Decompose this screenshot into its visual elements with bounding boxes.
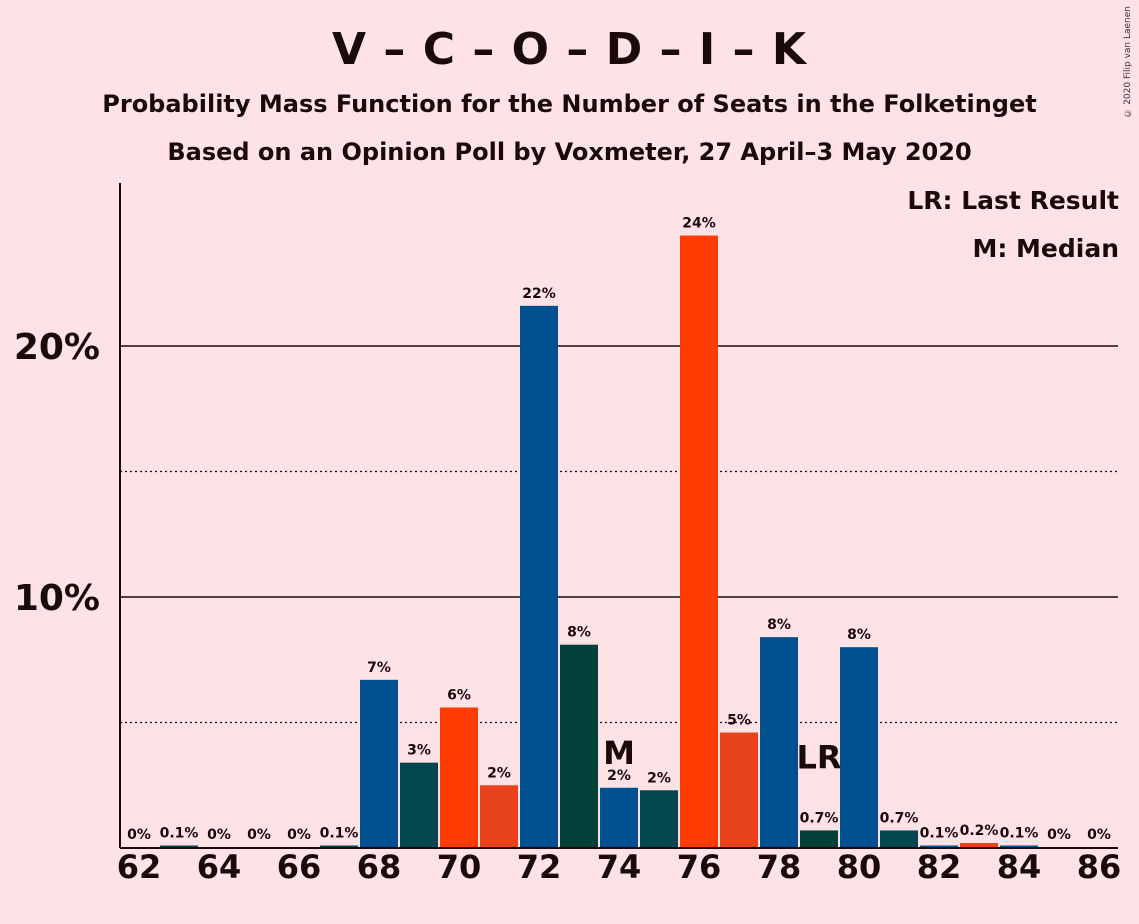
data-label: 2%	[647, 770, 671, 786]
x-tick-label: 86	[1077, 848, 1122, 886]
data-label: 0.1%	[1000, 825, 1039, 841]
data-label: 0.7%	[880, 810, 919, 826]
data-label: 7%	[367, 660, 391, 676]
bar	[400, 762, 438, 848]
x-tick-label: 82	[917, 848, 962, 886]
bar	[640, 790, 678, 848]
bar	[1000, 845, 1038, 848]
data-label: 5%	[727, 713, 751, 729]
data-label: 0.2%	[960, 823, 999, 839]
data-label: 6%	[447, 687, 471, 703]
data-label: 24%	[682, 216, 716, 232]
x-tick-label: 66	[277, 848, 322, 886]
bar	[840, 647, 878, 848]
x-tick-label: 76	[677, 848, 722, 886]
x-tick-label: 68	[357, 848, 402, 886]
x-tick-label: 74	[597, 848, 642, 886]
last-result-marker: LR	[796, 738, 841, 776]
data-label: 0%	[287, 827, 311, 843]
data-label: 0%	[1047, 827, 1071, 843]
data-label: 8%	[567, 625, 591, 641]
bar	[560, 644, 598, 848]
bar	[160, 845, 198, 848]
bar	[760, 637, 798, 848]
x-tick-label: 72	[517, 848, 562, 886]
data-label: 0.7%	[800, 810, 839, 826]
data-label: 0.1%	[920, 825, 959, 841]
x-tick-label: 62	[117, 848, 162, 886]
y-tick-label: 20%	[14, 327, 100, 368]
bar	[960, 842, 998, 848]
data-label: 0.1%	[160, 825, 199, 841]
bar	[600, 787, 638, 848]
data-label: 2%	[487, 765, 511, 781]
x-tick-label: 64	[197, 848, 242, 886]
bar	[440, 707, 478, 848]
x-tick-label: 80	[837, 848, 882, 886]
data-label: 2%	[607, 768, 631, 784]
chart-subtitle: Probability Mass Function for the Number…	[102, 90, 1037, 118]
bar	[520, 305, 558, 849]
data-label: 22%	[522, 286, 556, 302]
chart-subtitle-poll: Based on an Opinion Poll by Voxmeter, 27…	[167, 138, 972, 166]
data-label: 0%	[127, 827, 151, 843]
x-tick-label: 78	[757, 848, 802, 886]
bar	[320, 845, 358, 848]
bar	[360, 679, 398, 848]
data-label: 0.1%	[320, 825, 359, 841]
bar	[800, 830, 838, 848]
bar	[880, 830, 918, 848]
bar	[720, 732, 758, 848]
data-label: 0%	[247, 827, 271, 843]
legend-median: M: Median	[972, 234, 1119, 263]
bar	[480, 785, 518, 848]
chart-title: V – C – O – D – I – K	[332, 24, 807, 75]
bar	[680, 235, 718, 848]
median-marker: M	[603, 734, 635, 772]
legend-last-result: LR: Last Result	[907, 186, 1119, 215]
data-label: 8%	[767, 617, 791, 633]
data-label: 0%	[1087, 827, 1111, 843]
y-tick-label: 10%	[14, 578, 100, 619]
data-label: 0%	[207, 827, 231, 843]
data-label: 8%	[847, 627, 871, 643]
data-label: 3%	[407, 743, 431, 759]
x-tick-label: 70	[437, 848, 482, 886]
x-tick-label: 84	[997, 848, 1042, 886]
bar	[920, 845, 958, 848]
